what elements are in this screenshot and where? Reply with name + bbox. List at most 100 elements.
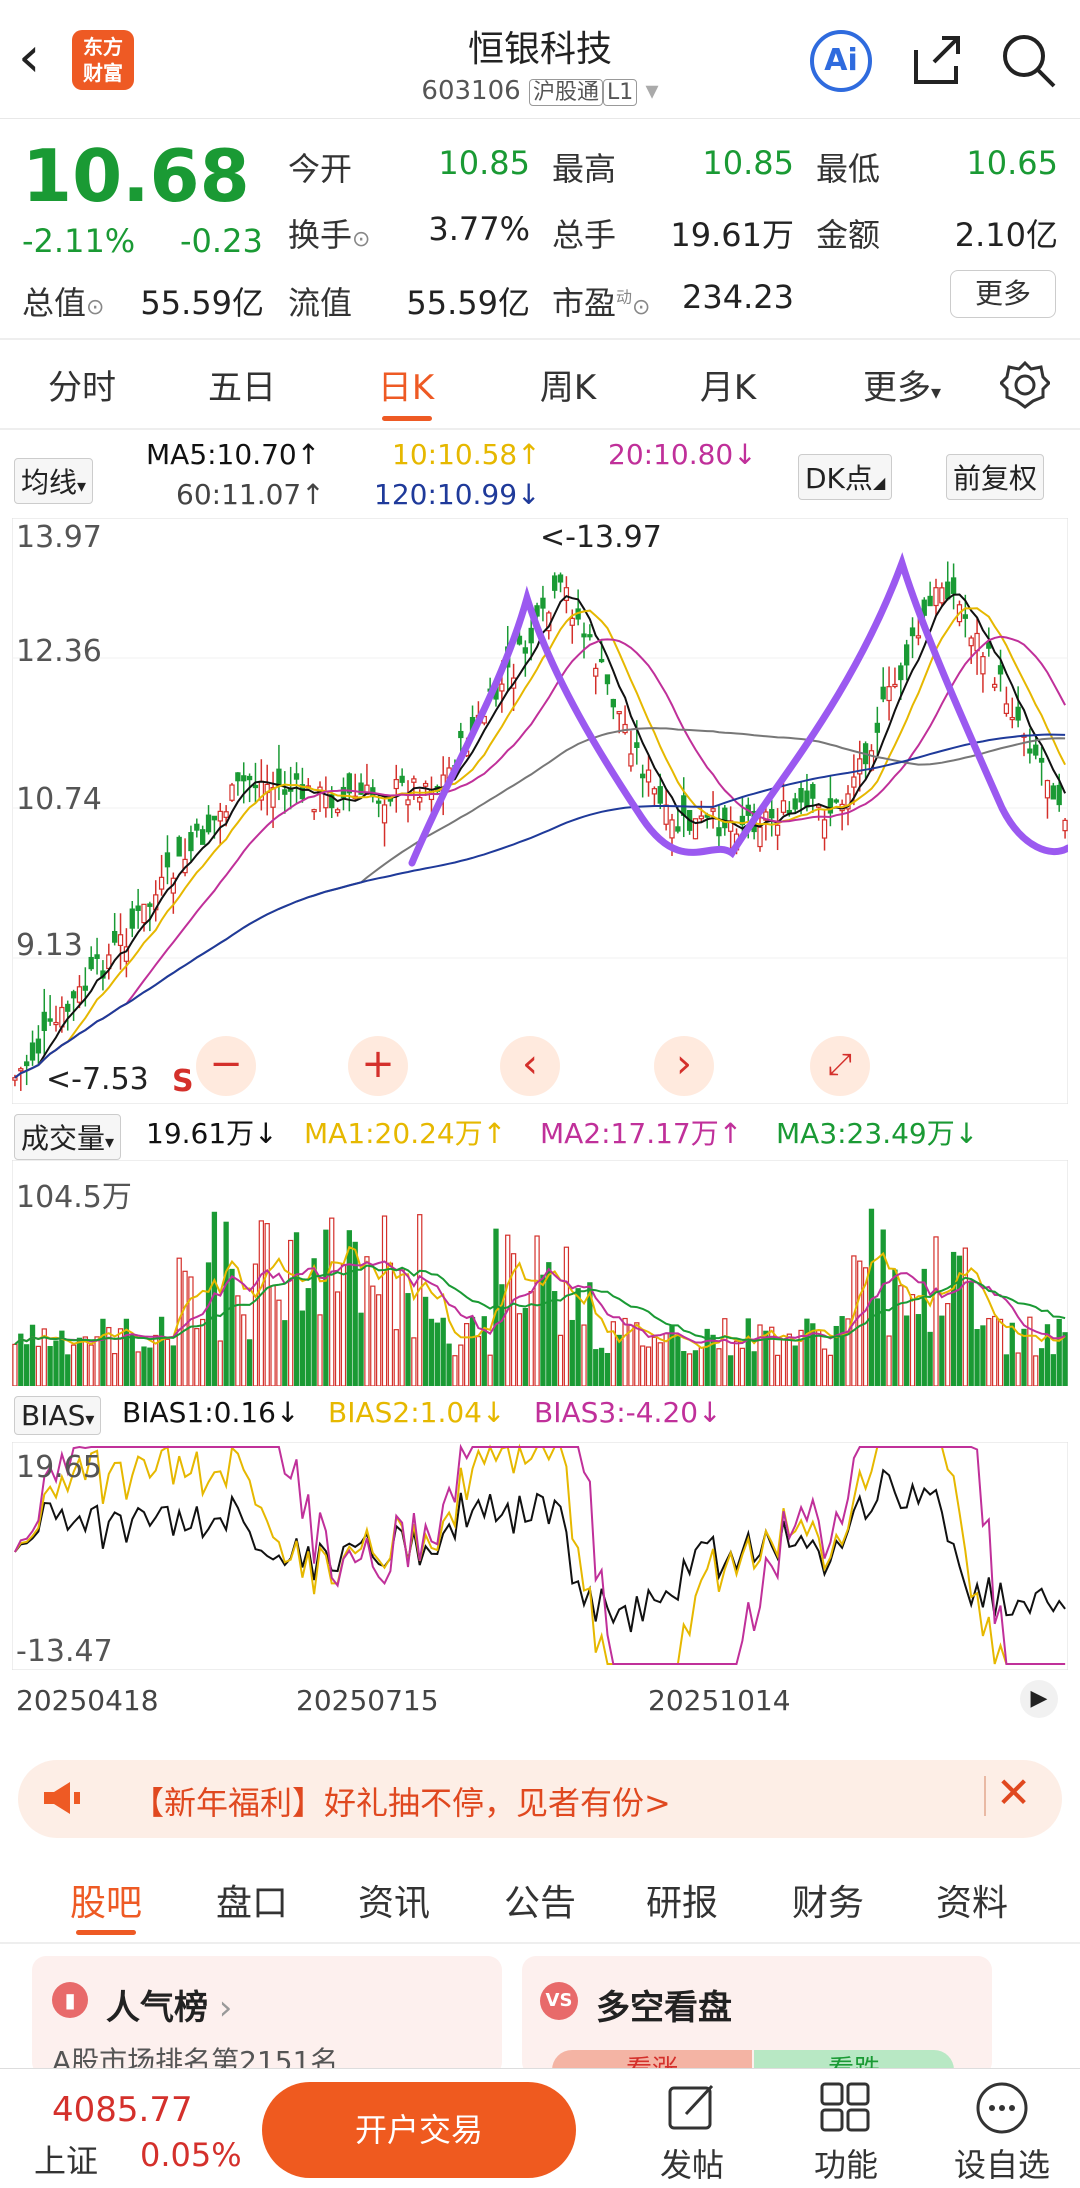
function-grid-icon[interactable] xyxy=(818,2080,874,2136)
candle-body xyxy=(393,778,399,790)
post-edit-icon[interactable] xyxy=(664,2080,720,2136)
dropdown-icon[interactable]: ▾ xyxy=(645,76,659,106)
dk-point-button[interactable]: DK点◢ xyxy=(798,454,893,500)
zoom-in-icon[interactable]: + xyxy=(348,1036,408,1096)
volume-chart[interactable] xyxy=(12,1160,1068,1386)
bias-line xyxy=(14,1443,1066,1665)
volume-bar xyxy=(59,1330,65,1386)
float-value: 55.59亿 xyxy=(406,284,530,322)
volume-bar xyxy=(1050,1354,1056,1386)
candle-body xyxy=(628,753,634,767)
candle-body xyxy=(70,991,77,999)
high-marker: <-13.97 xyxy=(540,520,662,555)
search-icon[interactable] xyxy=(1000,32,1058,90)
candle-body xyxy=(200,829,206,845)
candle-body xyxy=(534,605,540,617)
stock-code-line[interactable]: 603106 沪股通 L1 ▾ xyxy=(330,74,750,106)
candle-body xyxy=(376,800,382,804)
tab-profile[interactable]: 资料 xyxy=(936,1883,1009,1924)
candle-body xyxy=(194,823,200,831)
bias-indicator-select[interactable]: BIAS▾ xyxy=(14,1396,102,1435)
info-icon[interactable]: ⊙ xyxy=(86,295,105,320)
float-value-label: 流值 xyxy=(288,284,353,322)
volume-bar xyxy=(188,1276,194,1386)
ai-assistant-icon[interactable]: Ai xyxy=(810,30,872,92)
index-value[interactable]: 4085.77 xyxy=(52,2090,193,2130)
volume-today: 19.61万↓ xyxy=(146,1117,278,1150)
volume-bar xyxy=(422,1296,429,1386)
fullscreen-icon[interactable]: ⤢ xyxy=(810,1036,870,1096)
tab-guba[interactable]: 股吧 xyxy=(70,1883,143,1924)
volume-bar xyxy=(264,1223,270,1386)
info-icon[interactable]: ⊙ xyxy=(352,227,371,252)
ma120-value: 120:10.99↓ xyxy=(374,478,541,511)
back-arrow-icon[interactable]: ‹ xyxy=(18,25,41,90)
candle-body xyxy=(716,827,722,837)
volume-indicator-select[interactable]: 成交量▾ xyxy=(14,1114,122,1160)
volume-bar xyxy=(880,1229,886,1386)
active-tab-indicator xyxy=(382,416,432,421)
indicator-select[interactable]: 均线▾ xyxy=(14,458,94,504)
volume-bar xyxy=(229,1268,235,1386)
volume-bar xyxy=(516,1313,523,1386)
hk-connect-tag: 沪股通 xyxy=(528,79,603,106)
tab-news[interactable]: 资讯 xyxy=(358,1883,431,1924)
zoom-out-icon[interactable]: − xyxy=(196,1036,256,1096)
volume-bar xyxy=(980,1325,986,1386)
volume-bar xyxy=(370,1285,376,1386)
settings-gear-icon[interactable] xyxy=(1000,360,1050,410)
tab-daily-k[interactable]: 日K xyxy=(377,368,435,408)
chart-play-icon[interactable]: ▶ xyxy=(1020,1680,1058,1718)
tab-research[interactable]: 研报 xyxy=(646,1883,719,1924)
volume-bar xyxy=(569,1319,575,1386)
candle-body xyxy=(640,773,646,779)
bias-chart[interactable] xyxy=(12,1442,1068,1670)
candle-body xyxy=(915,635,922,639)
bias1-value: BIAS1:0.16↓ xyxy=(122,1396,300,1429)
volume-bar xyxy=(821,1348,828,1386)
candle-body xyxy=(593,667,599,677)
open-account-button[interactable]: 开户交易 xyxy=(262,2082,576,2178)
close-icon[interactable]: ✕ xyxy=(996,1768,1032,1817)
candle-body xyxy=(974,632,980,652)
volume-bar xyxy=(804,1318,810,1386)
share-icon[interactable] xyxy=(908,32,964,88)
tab-monthly-k[interactable]: 月K xyxy=(699,368,757,408)
tab-pankou[interactable]: 盘口 xyxy=(216,1883,289,1924)
info-icon[interactable]: ⊙ xyxy=(632,295,651,320)
tab-weekly-k[interactable]: 周K xyxy=(539,368,597,408)
tab-intraday[interactable]: 分时 xyxy=(48,368,116,408)
more-dots-icon[interactable] xyxy=(974,2080,1030,2136)
more-quote-button[interactable]: 更多 xyxy=(950,270,1056,318)
candle-body xyxy=(722,807,728,829)
promo-text[interactable]: 【新年福利】好礼抽不停，见者有份> xyxy=(132,1784,671,1822)
scroll-left-icon[interactable]: ‹ xyxy=(500,1036,560,1096)
add-watchlist-label[interactable]: 设自选 xyxy=(953,2146,1050,2184)
candlestick-chart[interactable] xyxy=(12,518,1068,1104)
volume-bar xyxy=(704,1328,710,1386)
promo-banner[interactable] xyxy=(18,1760,1062,1838)
candle-body xyxy=(780,800,787,813)
volume-bar xyxy=(862,1267,869,1386)
volume-bar xyxy=(323,1229,329,1386)
tab-announcements[interactable]: 公告 xyxy=(504,1883,577,1924)
tab-more[interactable]: 更多▾ xyxy=(862,368,942,408)
popularity-card[interactable] xyxy=(32,1956,502,2076)
price-adjust-button[interactable]: 前复权 xyxy=(946,454,1045,500)
volume-bar xyxy=(857,1260,863,1386)
candle-body xyxy=(569,617,575,626)
vol-ma1: MA1:20.24万↑ xyxy=(304,1117,507,1150)
bias-line xyxy=(14,1443,1066,1665)
volume-bar xyxy=(698,1347,704,1386)
candle-body xyxy=(710,808,716,812)
tab-five-day[interactable]: 五日 xyxy=(208,368,276,408)
scroll-right-icon[interactable]: › xyxy=(654,1036,714,1096)
tab-finance[interactable]: 财务 xyxy=(792,1883,865,1924)
date-label-3: 20251014 xyxy=(648,1684,791,1717)
volume-bar xyxy=(510,1253,517,1386)
post-label[interactable]: 发帖 xyxy=(659,2146,724,2184)
volume-bar xyxy=(88,1344,94,1386)
function-label[interactable]: 功能 xyxy=(813,2146,878,2184)
volume-bar xyxy=(816,1329,822,1386)
volume-bar xyxy=(381,1215,388,1386)
